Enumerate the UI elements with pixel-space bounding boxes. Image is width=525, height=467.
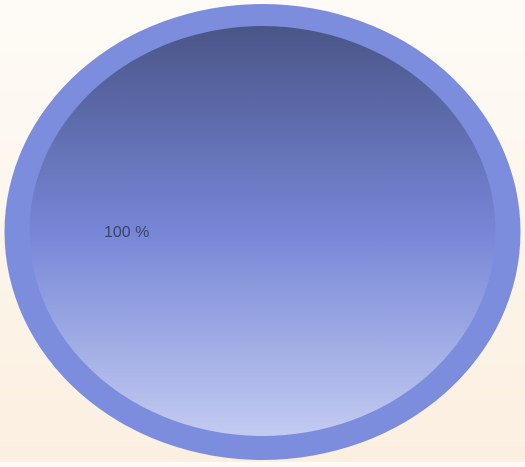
pie-slice[interactable] [29, 26, 496, 436]
pie-labels: 100 % [104, 224, 149, 241]
pie-slices [4, 4, 521, 460]
slice-label: 100 % [104, 224, 149, 241]
